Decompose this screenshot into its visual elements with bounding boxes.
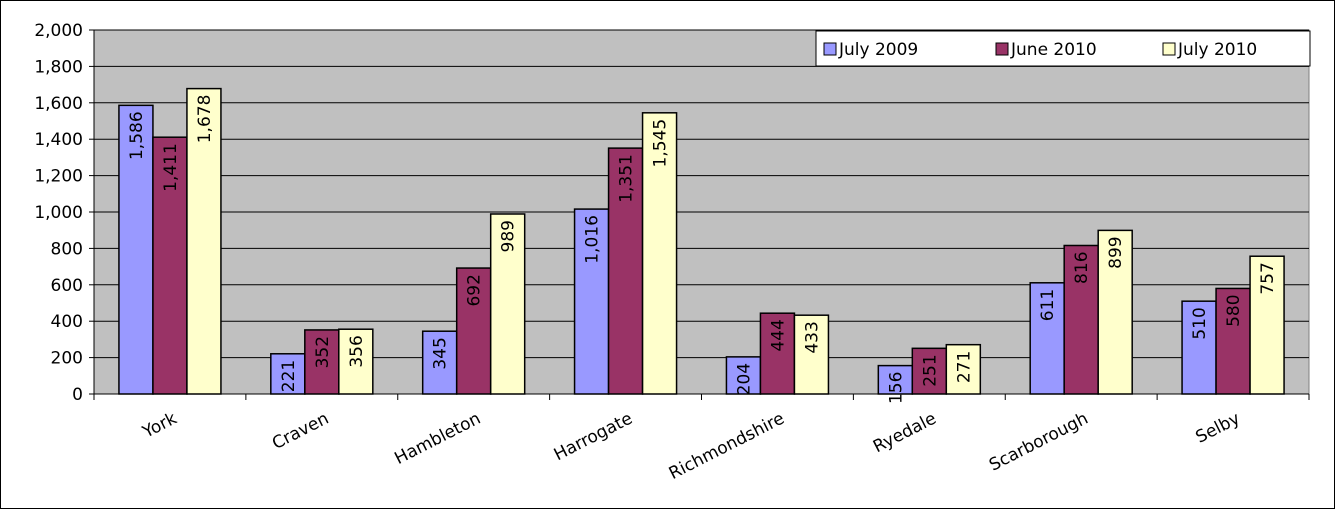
legend-box: [815, 30, 1311, 67]
data-label: 510: [1190, 307, 1210, 339]
bar: [186, 87, 222, 395]
bar: [877, 364, 914, 395]
data-label: 444: [768, 319, 788, 351]
data-label: 816: [1072, 251, 1092, 283]
y-tick-label: 1,800: [34, 57, 83, 77]
data-label: 251: [920, 354, 940, 386]
data-label: 1,545: [651, 119, 671, 168]
bar: [945, 343, 982, 395]
data-label: 989: [499, 220, 519, 252]
data-label: 692: [465, 274, 485, 306]
bar: [270, 353, 306, 395]
data-label: 271: [954, 351, 974, 383]
bar: [1029, 282, 1065, 395]
data-label: 1,016: [583, 215, 603, 264]
data-label: 204: [734, 363, 754, 395]
legend-label: July 2010: [1177, 40, 1257, 60]
legend: July 2009 June 2010 July 2010: [815, 30, 1311, 67]
y-tick-label: 1,400: [34, 130, 83, 150]
bar: [1215, 287, 1251, 395]
y-tick-label: 600: [51, 276, 83, 296]
data-label: 1,586: [127, 111, 147, 160]
data-label: 1,678: [195, 95, 215, 144]
bar: [455, 267, 492, 395]
data-label: 757: [1258, 262, 1278, 294]
bar: [725, 356, 762, 395]
data-label: 899: [1106, 236, 1126, 268]
legend-label: July 2009: [838, 40, 918, 60]
y-tick-label: 800: [51, 239, 83, 259]
data-labels: 1,586 1,411 1,678 221 352 356 345 692 989 1,016 1,…: [127, 95, 1278, 404]
y-tick-label: 1,200: [34, 167, 83, 187]
bar: [607, 147, 644, 395]
legend-swatch: [995, 42, 1009, 56]
legend-swatch: [1162, 42, 1176, 56]
y-tick-label: 0: [72, 385, 83, 405]
data-label: 221: [279, 360, 299, 392]
data-label: 345: [431, 337, 451, 369]
data-label: 352: [313, 336, 333, 368]
bar: [421, 330, 458, 395]
bar: [641, 112, 678, 395]
data-label: 433: [802, 321, 822, 353]
bar: [1181, 300, 1217, 395]
data-label: 611: [1038, 289, 1058, 321]
y-tick-label: 1,600: [34, 94, 83, 114]
data-label: 1,351: [617, 154, 637, 203]
legend-swatch: [823, 42, 837, 56]
legend-label: June 2010: [1010, 40, 1097, 60]
bar: [152, 136, 188, 395]
data-label: 1,411: [161, 143, 181, 192]
y-tick-label: 400: [51, 312, 83, 332]
y-tick-label: 1,000: [34, 203, 83, 223]
bar: [304, 329, 340, 395]
data-label: 356: [347, 335, 367, 367]
y-tick-label: 2,000: [34, 21, 83, 41]
data-label: 580: [1224, 294, 1244, 326]
data-label: 156: [886, 372, 906, 404]
y-tick-label: 200: [51, 349, 83, 369]
